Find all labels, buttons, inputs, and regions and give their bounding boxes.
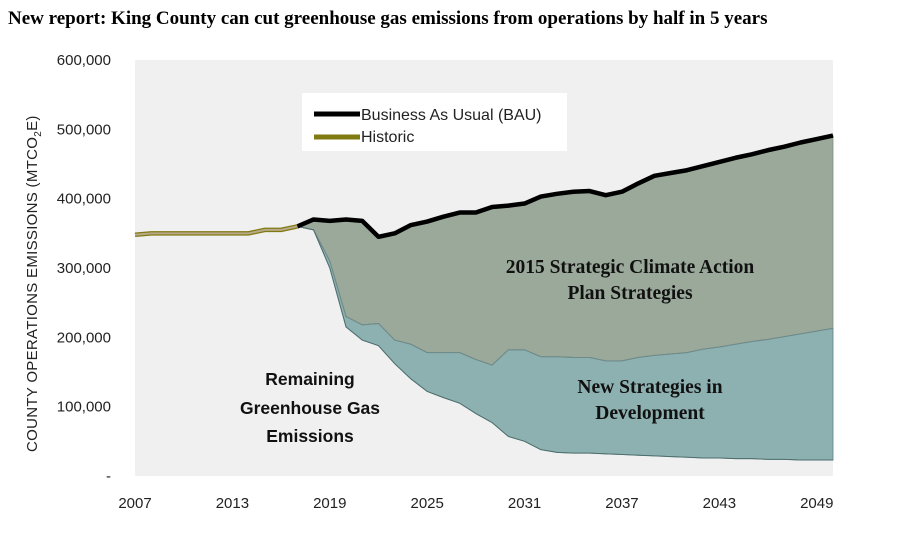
annotation-new-line2: Development [595,403,705,424]
x-tick-label: 2013 [216,495,249,512]
x-tick-label: 2019 [313,495,346,512]
y-axis-label: COUNTY OPERATIONS EMISSIONS (MTCO2E) [24,115,44,452]
y-axis-label-sub: 2 [33,131,44,137]
x-tick-label: 2049 [800,495,833,512]
y-axis-label-end: E) [24,115,41,131]
legend: Business As Usual (BAU) Historic [302,93,567,151]
line-remaining [297,225,833,461]
y-tick-label: - [106,468,111,485]
y-tick-label: 300,000 [57,260,111,277]
annotation-new-line1: New Strategies in [577,377,722,398]
x-axis-ticks: 2007 2013 2019 2025 2031 2037 2043 2049 [118,495,833,512]
annotation-strategic-line2: Plan Strategies [567,283,693,304]
chart-title: New report: King County can cut greenhou… [8,8,768,29]
line-after-strategies [297,225,834,366]
x-tick-label: 2031 [508,495,541,512]
annotation-remaining-line2: Greenhouse Gas [240,398,380,418]
series-line-historic-core [134,225,298,236]
annotation-strategic-line1: 2015 Strategic Climate Action [506,257,755,278]
legend-label-bau: Business As Usual (BAU) [361,107,542,124]
y-axis-ticks: - 100,000 200,000 300,000 400,000 500,000 600,… [57,52,111,485]
x-tick-label: 2025 [410,495,443,512]
x-tick-label: 2043 [703,495,736,512]
y-tick-label: 200,000 [57,329,111,346]
annotation-remaining-line3: Emissions [266,426,354,446]
y-axis-label-main: COUNTY OPERATIONS EMISSIONS (MTCO [24,137,41,452]
series-line-bau [296,133,834,240]
y-tick-label: 500,000 [57,121,111,138]
x-tick-label: 2037 [605,495,638,512]
x-tick-label: 2007 [118,495,151,512]
line-layers [134,133,834,461]
y-tick-label: 600,000 [57,52,111,69]
annotation-remaining-line1: Remaining [265,369,354,389]
y-tick-label: 100,000 [57,399,111,416]
legend-label-historic: Historic [361,129,414,146]
y-tick-label: 400,000 [57,191,111,208]
legend-box [302,93,567,151]
